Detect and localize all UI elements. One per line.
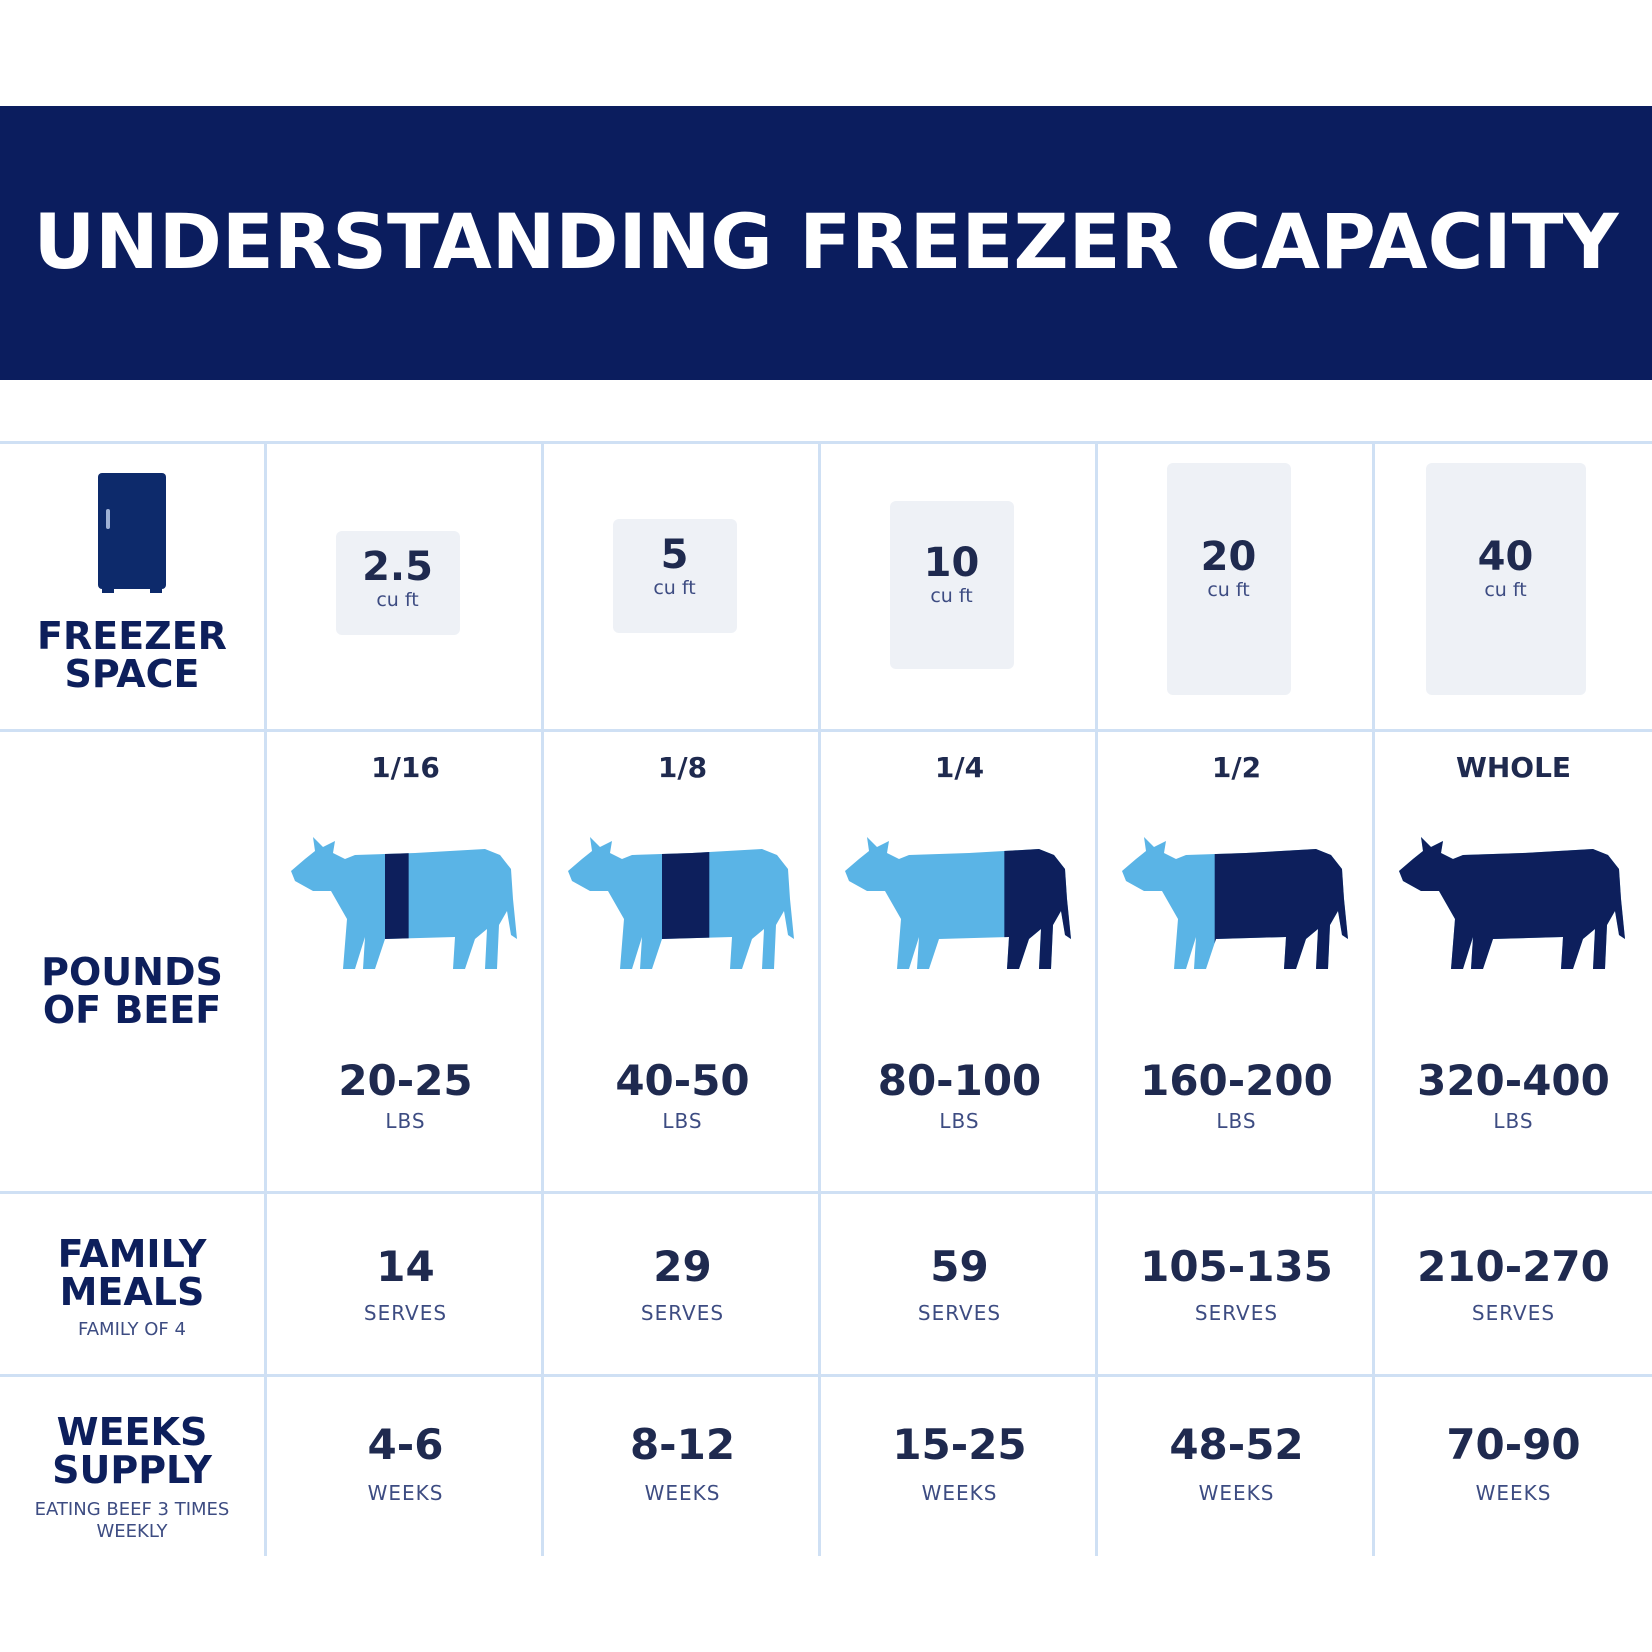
weeks-cell: 48-52 WEEKS [1098,1420,1375,1506]
row-header-pounds: POUNDS OF BEEF [0,953,264,1029]
weeks-value: 70-90 [1446,1420,1581,1469]
row-header-freezer-space: FREEZER SPACE [0,471,264,693]
grid-line [0,441,1652,444]
pounds-cell: 320-400 LBS [1375,1056,1652,1134]
meals-unit: SERVES [640,1301,725,1325]
pounds-cell: 40-50 LBS [544,1056,821,1134]
meals-value: 29 [653,1242,712,1291]
cow-share-fill [662,837,710,969]
weeks-value: 48-52 [1169,1420,1304,1469]
meals-value: 59 [930,1242,989,1291]
cow-share-fill [1004,837,1071,969]
row-header-label: WEEKS SUPPLY [52,1410,212,1492]
weeks-unit: WEEKS [1475,1481,1552,1505]
grid-line [0,729,1652,732]
freezer-size-box: 10 cu ft [889,501,1014,669]
freezer-cu-ft: 20 [1200,534,1257,580]
meals-value: 210-270 [1417,1242,1610,1291]
pounds-unit: LBS [1493,1109,1534,1133]
pounds-cell: 20-25 LBS [267,1056,544,1134]
freezer-cu-unit: cu ft [1484,579,1527,601]
meals-unit: SERVES [1194,1301,1279,1325]
meals-cell: 105-135 SERVES [1098,1242,1375,1326]
cow-icon [568,837,794,969]
weeks-cell: 8-12 WEEKS [544,1420,821,1506]
freezer-cu-ft: 5 [660,532,689,578]
pounds-cell: 80-100 LBS [821,1056,1098,1134]
row-header-label: POUNDS OF BEEF [41,950,223,1032]
meals-cell: 210-270 SERVES [1375,1242,1652,1326]
row-header-family-meals: FAMILY MEALS FAMILY OF 4 [0,1235,264,1341]
freezer-size-box: 2.5 cu ft [335,531,460,635]
cow-icon [1122,837,1348,969]
weeks-unit: WEEKS [367,1481,444,1505]
beef-portion: WHOLE [1455,751,1572,784]
meals-cell: 29 SERVES [544,1242,821,1326]
cow-icon [1399,837,1625,969]
weeks-cell: 70-90 WEEKS [1375,1420,1652,1506]
beef-portion: 1/8 [657,751,708,784]
grid-line [1095,441,1098,1556]
freezer-cu-unit: cu ft [376,589,419,611]
freezer-icon [98,473,166,593]
row-header-sublabel: FAMILY OF 4 [78,1319,186,1340]
freezer-size-box: 5 cu ft [612,519,737,633]
freezer-cu-ft: 10 [923,540,980,586]
grid-line [541,441,544,1556]
beef-portion: 1/16 [371,751,440,784]
weeks-unit: WEEKS [644,1481,721,1505]
pounds-unit: LBS [939,1109,980,1133]
freezer-cu-unit: cu ft [653,577,696,599]
weeks-cell: 15-25 WEEKS [821,1420,1098,1506]
cow-icon [845,837,1071,969]
grid-line [818,441,821,1556]
weeks-unit: WEEKS [1198,1481,1275,1505]
grid-line [0,1191,1652,1194]
weeks-value: 8-12 [629,1420,736,1469]
pounds-unit: LBS [662,1109,703,1133]
cow-share-fill [385,837,409,969]
weeks-unit: WEEKS [921,1481,998,1505]
row-header-label: FAMILY MEALS [57,1232,207,1314]
cow-share-fill [1214,837,1348,969]
meals-value: 105-135 [1140,1242,1333,1291]
beef-portion: 1/4 [934,751,985,784]
weeks-value: 4-6 [367,1420,444,1469]
pounds-cell: 160-200 LBS [1098,1056,1375,1134]
pounds-value: 320-400 [1417,1056,1610,1105]
grid-line [264,441,267,1556]
row-header-label: FREEZER SPACE [37,614,227,696]
cow-icon [291,837,517,969]
pounds-unit: LBS [385,1109,426,1133]
meals-cell: 14 SERVES [267,1242,544,1326]
beef-portion: 1/2 [1211,751,1262,784]
meals-cell: 59 SERVES [821,1242,1098,1326]
freezer-cu-unit: cu ft [930,585,973,607]
freezer-cu-unit: cu ft [1207,579,1250,601]
pounds-value: 80-100 [877,1056,1042,1105]
row-header-weeks-supply: WEEKS SUPPLY EATING BEEF 3 TIMES WEEKLY [0,1413,264,1543]
meals-value: 14 [376,1242,435,1291]
grid-line [0,1374,1652,1377]
pounds-value: 20-25 [338,1056,473,1105]
cow-share-fill [1399,837,1625,969]
freezer-cu-ft: 40 [1477,534,1534,580]
meals-unit: SERVES [1471,1301,1556,1325]
freezer-size-box: 40 cu ft [1425,463,1586,695]
pounds-value: 160-200 [1140,1056,1333,1105]
grid-line [1372,441,1375,1556]
weeks-cell: 4-6 WEEKS [267,1420,544,1506]
weeks-value: 15-25 [892,1420,1027,1469]
row-header-sublabel: EATING BEEF 3 TIMES WEEKLY [34,1499,230,1542]
freezer-cu-ft: 2.5 [362,544,433,590]
capacity-table: FREEZER SPACE POUNDS OF BEEF FAMILY MEAL… [0,441,1652,1556]
meals-unit: SERVES [363,1301,448,1325]
title-banner: UNDERSTANDING FREEZER CAPACITY [0,106,1652,380]
freezer-size-box: 20 cu ft [1166,463,1291,695]
page-title: UNDERSTANDING FREEZER CAPACITY [33,197,1619,286]
meals-unit: SERVES [917,1301,1002,1325]
pounds-value: 40-50 [615,1056,750,1105]
pounds-unit: LBS [1216,1109,1257,1133]
